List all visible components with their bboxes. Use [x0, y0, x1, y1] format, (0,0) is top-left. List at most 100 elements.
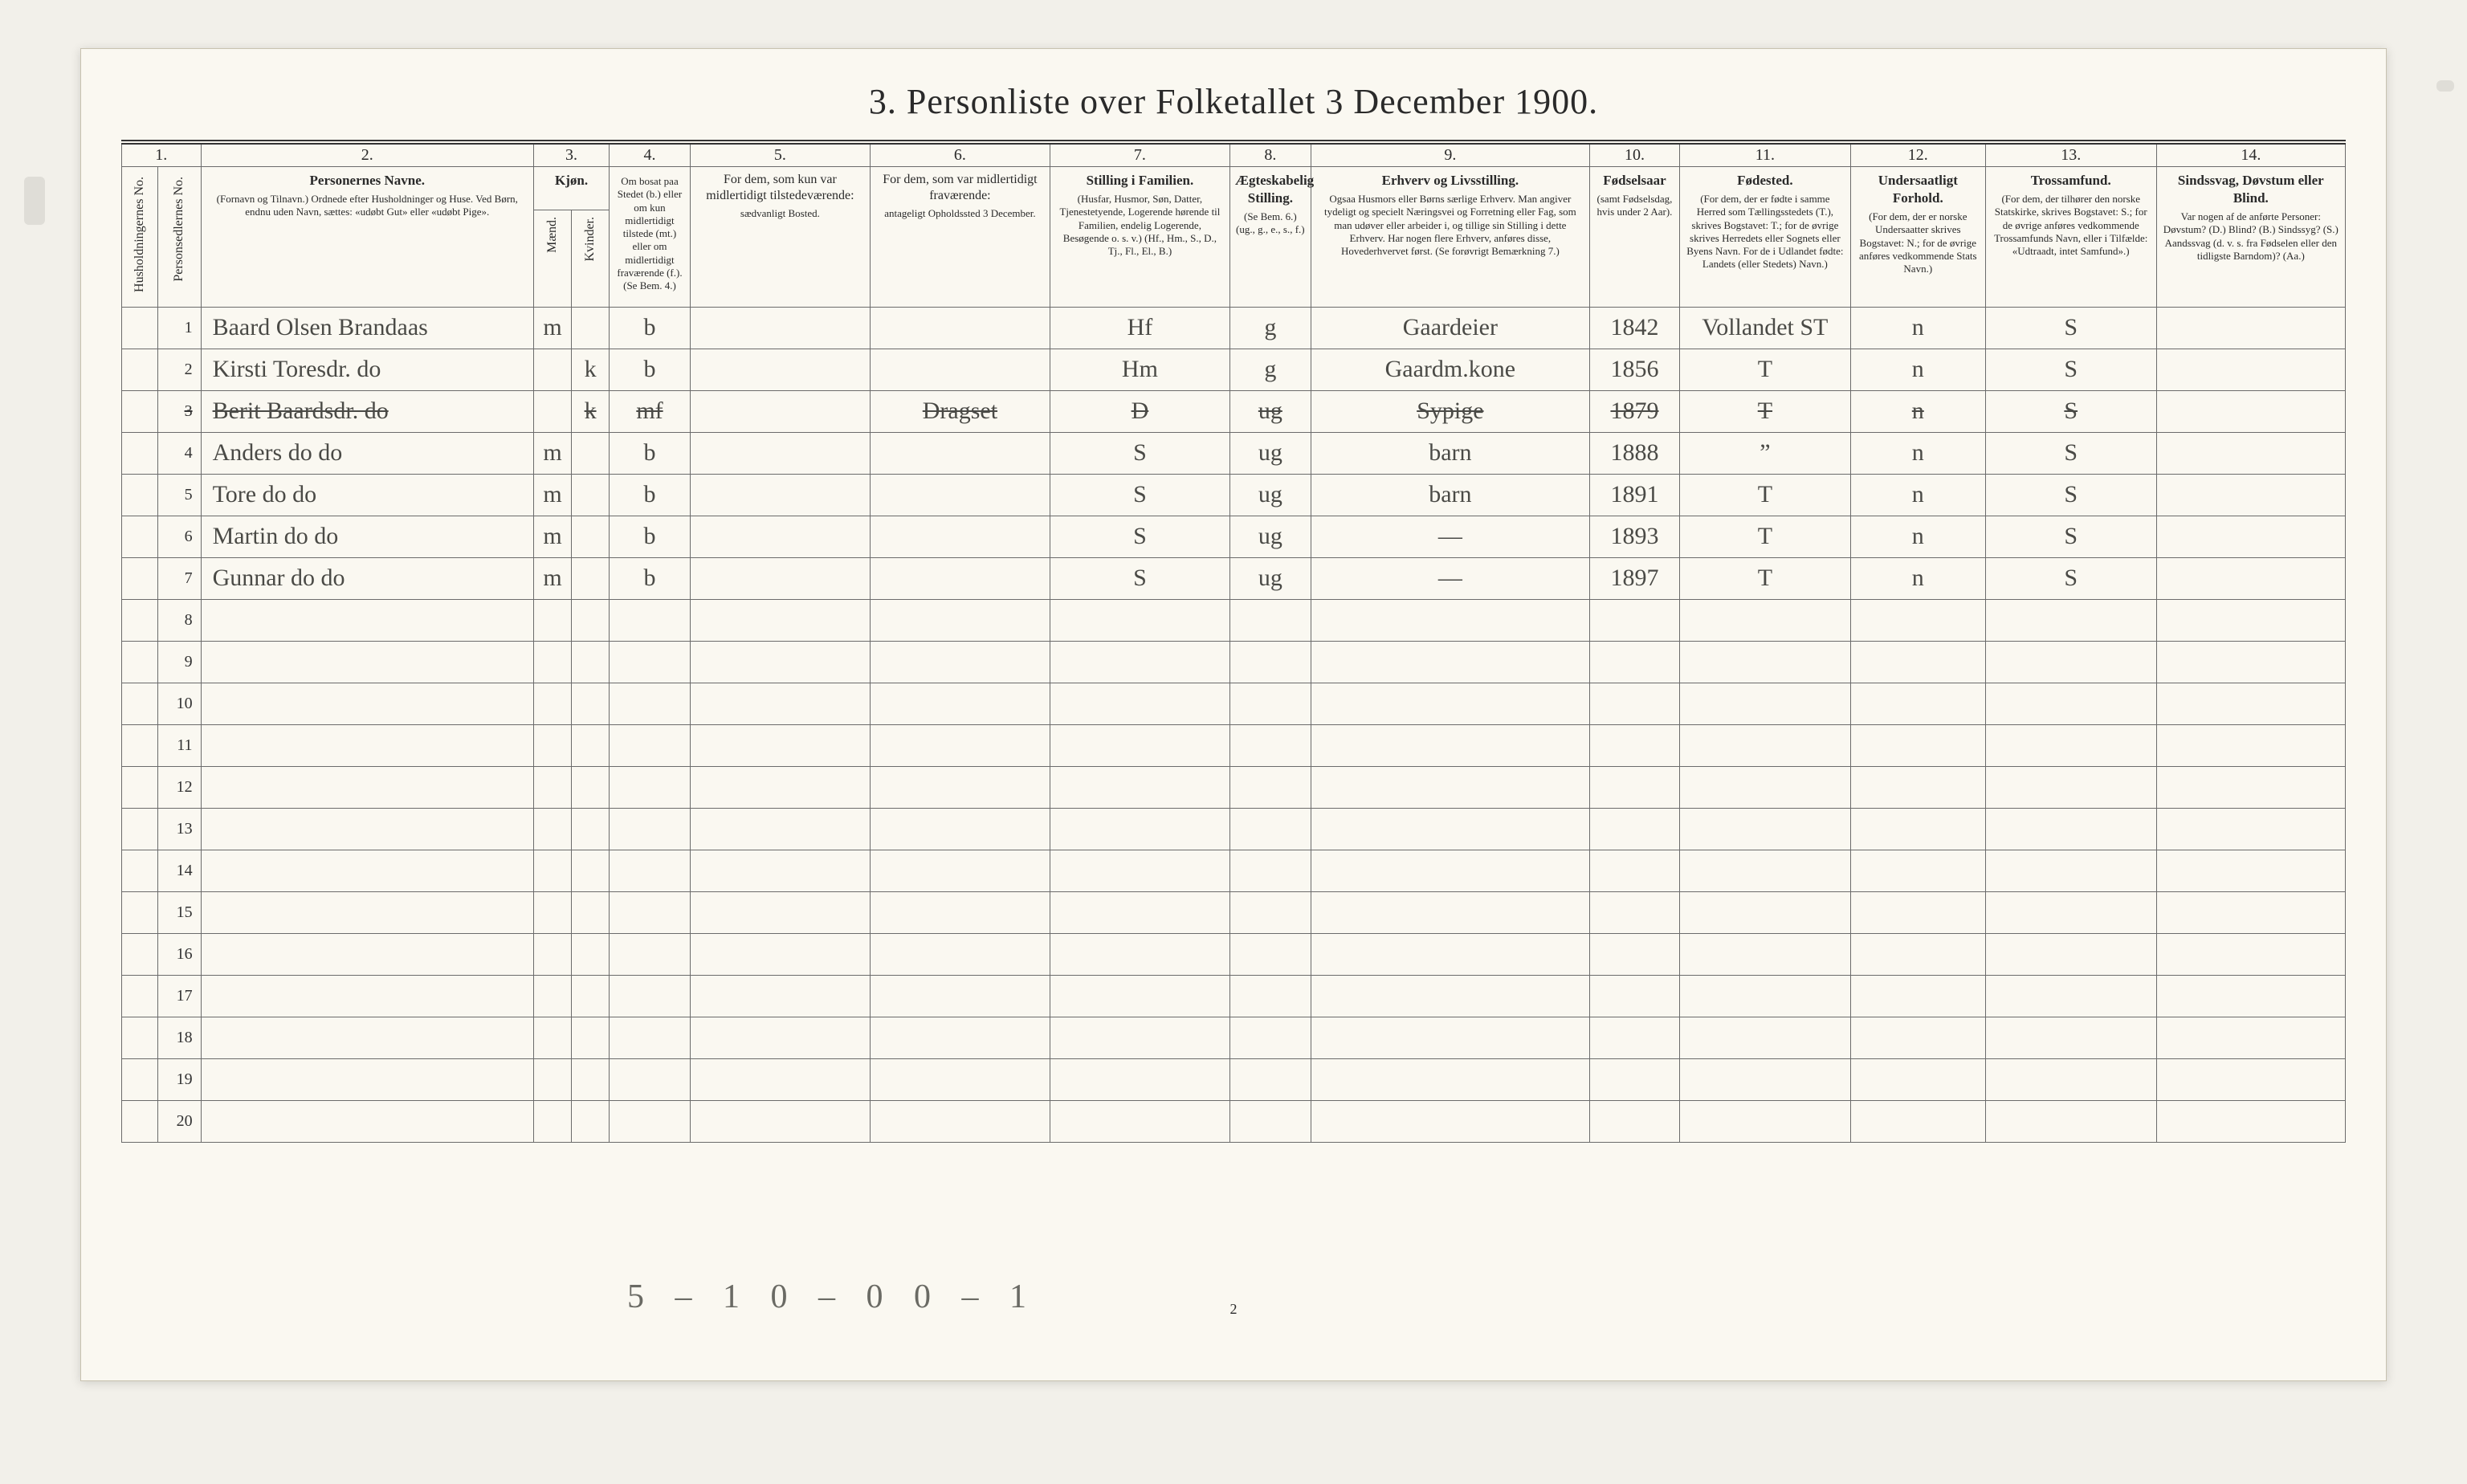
cell-sex-m: m [534, 307, 572, 349]
cell-empty [690, 1058, 870, 1100]
cell-empty [1050, 933, 1229, 975]
cell-empty [534, 599, 572, 641]
cell-empty [572, 1058, 610, 1100]
cell-empty [1589, 975, 1679, 1017]
cell-birthyear: 1891 [1589, 474, 1679, 516]
cell-empty [201, 1017, 533, 1058]
colnum-5: 5. [690, 144, 870, 167]
cell-household-no [122, 641, 158, 683]
cell-household-no [122, 557, 158, 599]
cell-empty [1679, 808, 1850, 850]
colnum-8: 8. [1229, 144, 1311, 167]
cell-empty [201, 724, 533, 766]
table-row: 10 [122, 683, 2346, 724]
cell-empty [1050, 808, 1229, 850]
cell-empty [870, 683, 1050, 724]
cell-occupation: Gaardm.kone [1311, 349, 1589, 390]
cell-empty [1311, 724, 1589, 766]
cell-empty [610, 933, 691, 975]
cell-disability [2156, 390, 2345, 432]
cell-empty [2156, 891, 2345, 933]
cell-disability [2156, 557, 2345, 599]
cell-empty [1050, 766, 1229, 808]
cell-empty [870, 933, 1050, 975]
cell-empty [1050, 891, 1229, 933]
cell-empty [201, 808, 533, 850]
cell-religion: S [1985, 474, 2156, 516]
cell-person-no: 7 [157, 557, 201, 599]
cell-marital: g [1229, 349, 1311, 390]
cell-empty [610, 975, 691, 1017]
colnum-13: 13. [1985, 144, 2156, 167]
cell-birthyear: 1879 [1589, 390, 1679, 432]
cell-name: Anders do do [201, 432, 533, 474]
cell-religion: S [1985, 516, 2156, 557]
cell-empty [1850, 641, 1985, 683]
cell-nationality: n [1850, 516, 1985, 557]
cell-empty [1679, 1017, 1850, 1058]
cell-empty [870, 1100, 1050, 1142]
cell-empty [572, 891, 610, 933]
cell-family: D [1050, 390, 1229, 432]
cell-person-no: 17 [157, 975, 201, 1017]
cell-person-no: 13 [157, 808, 201, 850]
cell-empty [1985, 599, 2156, 641]
cell-empty [1679, 1058, 1850, 1100]
cell-empty [1985, 1100, 2156, 1142]
cell-family: Hf [1050, 307, 1229, 349]
cell-empty [572, 1100, 610, 1142]
cell-empty [2156, 766, 2345, 808]
cell-religion: S [1985, 557, 2156, 599]
cell-marital: ug [1229, 557, 1311, 599]
cell-empty [1589, 850, 1679, 891]
cell-household-no [122, 349, 158, 390]
cell-temp-present [690, 349, 870, 390]
cell-name: Baard Olsen Brandaas [201, 307, 533, 349]
cell-empty [1229, 683, 1311, 724]
cell-occupation: barn [1311, 432, 1589, 474]
cell-empty [1985, 641, 2156, 683]
cell-sex-k [572, 557, 610, 599]
cell-empty [870, 1017, 1050, 1058]
cell-household-no [122, 933, 158, 975]
cell-birthplace: ” [1679, 432, 1850, 474]
cell-empty [201, 641, 533, 683]
cell-empty [1229, 641, 1311, 683]
colnum-10: 10. [1589, 144, 1679, 167]
cell-empty [201, 975, 533, 1017]
cell-sex-m: m [534, 557, 572, 599]
cell-household-no [122, 516, 158, 557]
cell-empty [610, 850, 691, 891]
hdr-temp-absent: For dem, som var midlertidigt fraværende… [870, 167, 1050, 308]
cell-empty [572, 599, 610, 641]
cell-empty [1311, 641, 1589, 683]
hdr-religion: Trossamfund. (For dem, der tilhører den … [1985, 167, 2156, 308]
cell-birthyear: 1893 [1589, 516, 1679, 557]
cell-person-no: 2 [157, 349, 201, 390]
cell-family: S [1050, 474, 1229, 516]
cell-temp-present [690, 432, 870, 474]
cell-empty [690, 599, 870, 641]
cell-person-no: 1 [157, 307, 201, 349]
cell-empty [870, 1058, 1050, 1100]
printed-page-number: 2 [1230, 1301, 1238, 1318]
cell-empty [1229, 975, 1311, 1017]
cell-empty [534, 1100, 572, 1142]
cell-religion: S [1985, 432, 2156, 474]
hdr-disability: Sindssvag, Døvstum eller Blind. Var noge… [2156, 167, 2345, 308]
census-table: 1. 2. 3. 4. 5. 6. 7. 8. 9. 10. 11. 12. 1… [121, 143, 2346, 1143]
cell-empty [690, 766, 870, 808]
cell-empty [1679, 641, 1850, 683]
table-row: 12 [122, 766, 2346, 808]
cell-family: S [1050, 516, 1229, 557]
cell-disability [2156, 516, 2345, 557]
table-row: 8 [122, 599, 2346, 641]
cell-empty [1050, 1058, 1229, 1100]
hdr-marital: Ægteskabelig Stilling. (Se Bem. 6.) (ug.… [1229, 167, 1311, 308]
cell-birthplace: Vollandet ST [1679, 307, 1850, 349]
cell-person-no: 5 [157, 474, 201, 516]
hdr-sex-male: Mænd. [534, 210, 572, 308]
table-row: 6Martin do dombSug—1893TnS [122, 516, 2346, 557]
cell-empty [1850, 1017, 1985, 1058]
cell-empty [534, 891, 572, 933]
